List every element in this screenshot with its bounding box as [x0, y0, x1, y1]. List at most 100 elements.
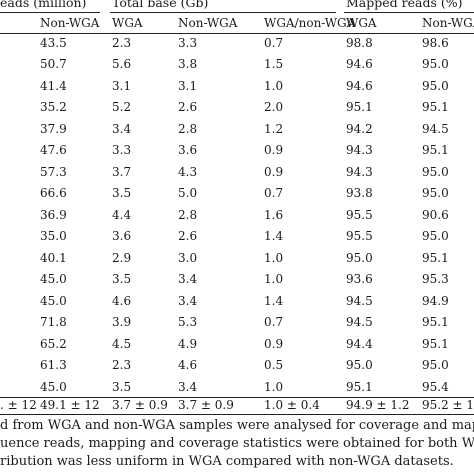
- table-cell: 3.0: [178, 251, 198, 265]
- table-cell: 41.4: [40, 79, 67, 93]
- table-cell: 5.6: [112, 57, 132, 71]
- table-cell: 95.1: [346, 380, 373, 394]
- bottom-rule: [0, 414, 474, 415]
- table-cell: 3.9: [112, 315, 132, 329]
- table-cell: 35.2: [40, 100, 67, 114]
- table-cell: 0.9: [264, 337, 284, 351]
- table-cell: 66.6: [40, 186, 67, 200]
- table-cell: 94.6: [346, 57, 373, 71]
- table-cell: 95.2 ± 1.: [422, 398, 474, 412]
- table-cell: 0.9: [264, 143, 284, 157]
- table-cell: 2.0: [264, 100, 284, 114]
- footnote-line: ribution was less uniform in WGA compare…: [0, 454, 454, 469]
- table-cell: 95.0: [422, 229, 449, 243]
- table-cell: 3.7 ± 0.9: [178, 398, 234, 412]
- table-cell: 43.5: [40, 36, 67, 50]
- table-cell: 94.5: [422, 122, 449, 136]
- table-cell: 3.5: [112, 186, 132, 200]
- table-cell: 94.9 ± 1.2: [346, 398, 410, 412]
- table-cell: 47.6: [40, 143, 67, 157]
- table-cell: 95.5: [346, 208, 373, 222]
- table-cell: 50.7: [40, 57, 67, 71]
- table-cell: . ± 12: [0, 398, 37, 412]
- table-cell: 94.3: [346, 165, 373, 179]
- footnote-line: uence reads, mapping and coverage statis…: [0, 436, 474, 451]
- table-cell: 3.8: [178, 57, 198, 71]
- table-cell: 95.0: [422, 79, 449, 93]
- group-header-reads: eads (million): [0, 0, 87, 10]
- table-cell: 1.4: [264, 229, 284, 243]
- table-cell: 3.3: [178, 36, 198, 50]
- table-cell: 45.0: [40, 272, 67, 286]
- table-cell: 61.3: [40, 358, 67, 372]
- table-cell: 3.1: [178, 79, 198, 93]
- table-cell: 4.6: [178, 358, 198, 372]
- table-cell: 3.3: [112, 143, 132, 157]
- table-cell: 95.1: [422, 143, 449, 157]
- table-cell: 3.5: [112, 380, 132, 394]
- table-cell: 95.0: [422, 358, 449, 372]
- table-cell: 4.5: [112, 337, 132, 351]
- table-cell: 3.7: [112, 165, 132, 179]
- group-header-mapped-reads: Mapped reads (%): [346, 0, 463, 10]
- table-cell: 1.0: [264, 251, 284, 265]
- table-cell: 0.7: [264, 186, 284, 200]
- table-cell: 94.4: [346, 337, 373, 351]
- table-cell: 1.0 ± 0.4: [264, 398, 320, 412]
- table-cell: 0.7: [264, 36, 284, 50]
- table-cell: 1.0: [264, 272, 284, 286]
- table-cell: 45.0: [40, 380, 67, 394]
- table-cell: 95.1: [422, 251, 449, 265]
- column-header: Non-WGA: [178, 16, 238, 30]
- table-cell: 3.4: [178, 294, 198, 308]
- table-cell: 94.3: [346, 143, 373, 157]
- table-cell: 4.3: [178, 165, 198, 179]
- header-rule: [0, 33, 474, 34]
- table-cell: 94.6: [346, 79, 373, 93]
- table-cell: 4.4: [112, 208, 132, 222]
- table-cell: 36.9: [40, 208, 67, 222]
- table-cell: 94.5: [346, 294, 373, 308]
- table-cell: 95.1: [346, 100, 373, 114]
- table-cell: 2.3: [112, 36, 132, 50]
- table-cell: 95.1: [422, 100, 449, 114]
- table-cell: 93.6: [346, 272, 373, 286]
- table-cell: 3.4: [178, 380, 198, 394]
- column-header: Non-WGA: [422, 16, 474, 30]
- table-cell: 94.2: [346, 122, 373, 136]
- table-cell: 49.1 ± 12: [40, 398, 100, 412]
- column-header: WGA: [346, 16, 377, 30]
- table-cell: 57.3: [40, 165, 67, 179]
- footnote-line: d from WGA and non-WGA samples were anal…: [0, 418, 474, 433]
- column-header: WGA: [112, 16, 143, 30]
- table-cell: 0.5: [264, 358, 284, 372]
- table-cell: 95.3: [422, 272, 449, 286]
- table-cell: 2.8: [178, 122, 198, 136]
- table-cell: 95.4: [422, 380, 449, 394]
- table-cell: 3.7 ± 0.9: [112, 398, 168, 412]
- table-cell: 3.4: [112, 122, 132, 136]
- table-cell: 5.0: [178, 186, 198, 200]
- table-cell: 4.6: [112, 294, 132, 308]
- table-cell: 94.5: [346, 315, 373, 329]
- table-cell: 5.2: [112, 100, 132, 114]
- table-cell: 95.0: [422, 57, 449, 71]
- group-header-total-base: Total base (Gb): [112, 0, 209, 10]
- table-cell: 2.9: [112, 251, 132, 265]
- table-cell: 93.8: [346, 186, 373, 200]
- table-cell: 3.5: [112, 272, 132, 286]
- table-cell: 95.0: [422, 186, 449, 200]
- table-cell: 98.8: [346, 36, 373, 50]
- table-cell: 2.6: [178, 100, 198, 114]
- table-cell: 1.6: [264, 208, 284, 222]
- table-cell: 0.7: [264, 315, 284, 329]
- column-header: Non-WGA: [40, 16, 100, 30]
- summary-rule: [0, 397, 474, 398]
- table-cell: 1.2: [264, 122, 284, 136]
- table-cell: 0.9: [264, 165, 284, 179]
- table-cell: 95.0: [346, 358, 373, 372]
- table-cell: 3.4: [178, 272, 198, 286]
- table-cell: 1.0: [264, 79, 284, 93]
- table-cell: 2.6: [178, 229, 198, 243]
